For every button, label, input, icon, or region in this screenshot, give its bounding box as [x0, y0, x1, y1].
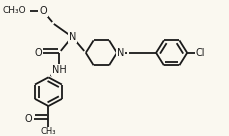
Text: O: O [25, 114, 32, 124]
Text: N: N [116, 48, 124, 58]
Text: CH₃: CH₃ [41, 127, 56, 136]
Text: O: O [34, 48, 42, 58]
Text: N: N [68, 32, 76, 42]
Text: NH: NH [52, 65, 66, 75]
Text: O: O [39, 6, 47, 16]
Text: Cl: Cl [195, 48, 204, 58]
Text: CH₃O: CH₃O [2, 7, 26, 16]
